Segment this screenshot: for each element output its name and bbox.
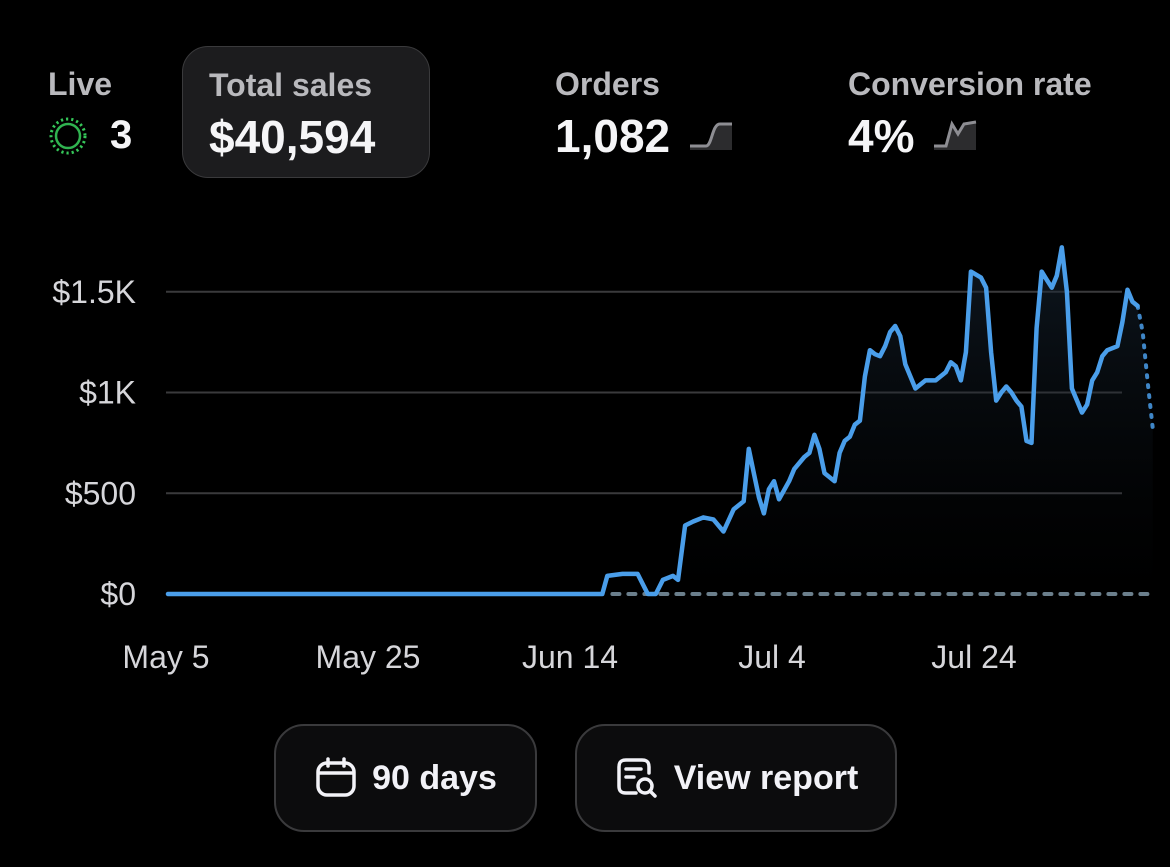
date-range-label: 90 days <box>372 758 497 797</box>
x-tick-label: Jul 24 <box>931 639 1016 675</box>
orders-sparkline-icon <box>688 109 734 163</box>
metric-total-sales[interactable]: Total sales $40,594 <box>182 46 430 178</box>
live-pulse-icon <box>48 116 88 156</box>
report-search-icon <box>614 755 660 801</box>
sales-line-chart[interactable]: $0 $500 $1K $1.5K May 5 May 25 Jun 14 Jul 4 Jul… <box>0 220 1170 690</box>
metric-orders-label: Orders <box>555 66 660 102</box>
y-tick-label: $1K <box>79 375 136 411</box>
metric-conversion-rate[interactable]: Conversion rate 4% <box>848 66 1170 163</box>
metric-orders-value: 1,082 <box>555 110 671 162</box>
metric-total-sales-value: $40,594 <box>209 111 376 163</box>
x-tick-label: May 5 <box>122 639 209 675</box>
y-tick-label: $1.5K <box>52 274 136 310</box>
metric-conversion-label: Conversion rate <box>848 66 1092 102</box>
y-tick-label: $500 <box>65 475 136 511</box>
x-tick-label: Jun 14 <box>522 639 618 675</box>
metric-orders[interactable]: Orders 1,082 <box>555 66 734 163</box>
metric-live-value: 3 <box>110 113 133 157</box>
y-tick-label: $0 <box>100 576 136 612</box>
metric-total-sales-label: Total sales <box>209 67 373 103</box>
view-report-label: View report <box>673 758 859 797</box>
x-tick-label: May 25 <box>316 639 421 675</box>
sales-projection-line <box>1135 303 1155 431</box>
sales-series-line <box>165 245 1140 597</box>
date-range-button[interactable]: 90 days <box>274 724 537 832</box>
conversion-sparkline-icon <box>932 109 978 163</box>
sales-area-fill <box>168 247 1153 594</box>
view-report-button[interactable]: View report <box>575 724 897 832</box>
x-tick-label: Jul 4 <box>738 639 806 675</box>
metric-live-label: Live <box>48 66 113 102</box>
calendar-icon <box>314 756 358 800</box>
metric-live: Live 3 <box>48 66 132 158</box>
metric-conversion-value: 4% <box>848 110 915 162</box>
